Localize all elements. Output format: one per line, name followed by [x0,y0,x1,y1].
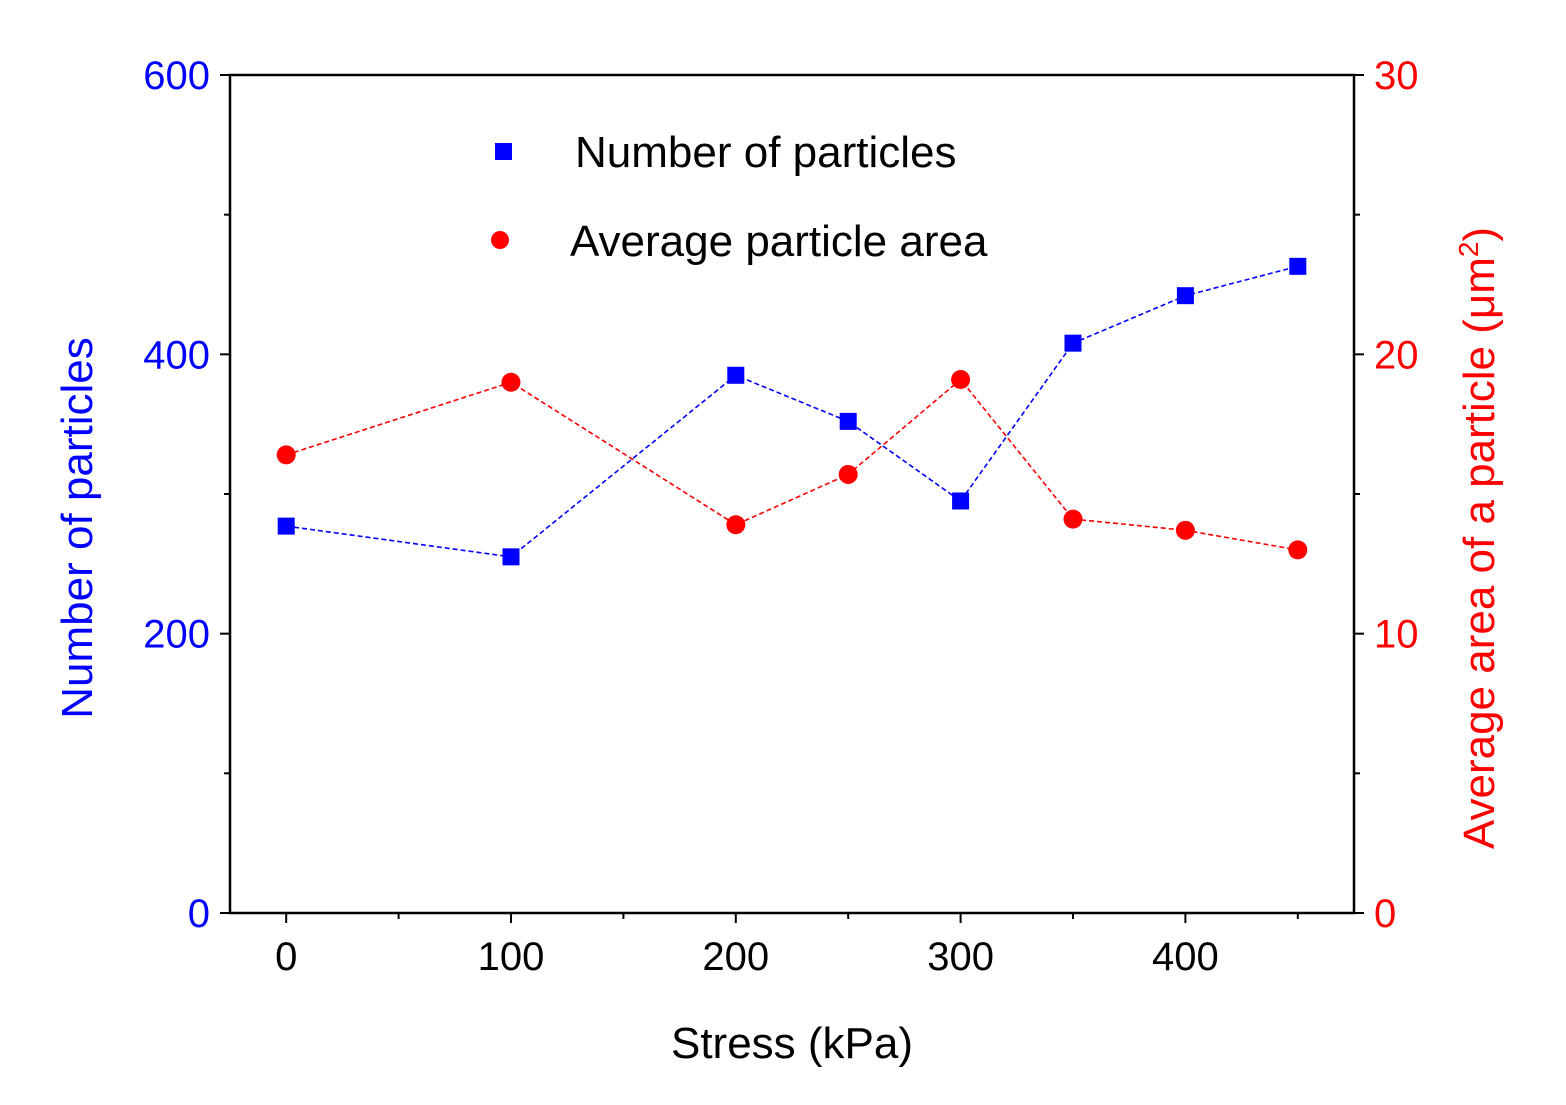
y-right-axis-title-close: ) [1455,227,1504,242]
data-point-number-of-particles [1289,257,1307,275]
data-point-average-particle-area [276,445,296,465]
series-line-average-particle-area [285,378,1298,551]
data-point-number-of-particles [502,548,520,566]
y-left-tick-label: 600 [143,54,210,98]
y-right-tick-label: 10 [1374,613,1419,657]
y-right-axis-title: Average area of a particle (μm2) [1453,227,1504,849]
x-axis-title: Stress (kPa) [671,1019,913,1068]
legend-marker-average-particle-area [491,231,509,249]
x-tick-label: 100 [478,935,545,979]
data-point-average-particle-area [951,369,971,389]
y-right-tick-label: 30 [1374,54,1419,98]
x-tick-label: 300 [927,935,994,979]
data-point-number-of-particles [952,492,970,510]
y-left-axis-title: Number of particles [53,337,102,718]
y-left-tick-label: 400 [143,333,210,377]
x-tick-label: 0 [275,935,297,979]
data-point-average-particle-area [1063,509,1083,529]
y-right-axis-title-superscript: 2 [1453,242,1484,258]
y-left-tick-label: 0 [188,892,210,936]
data-point-number-of-particles [727,366,745,384]
ticks-layer: 0 100 200 300 400 0 200 400 600 0 10 20 30 [143,54,1418,979]
plot-frame [228,73,1356,915]
data-point-average-particle-area [838,464,858,484]
data-point-number-of-particles [1176,287,1194,305]
data-point-number-of-particles [277,517,295,535]
y-right-tick-label: 0 [1374,892,1396,936]
data-point-average-particle-area [1175,520,1195,540]
data-point-average-particle-area [1288,540,1308,560]
y-right-axis-title-main: Average area of a particle (μm [1455,257,1504,849]
data-point-average-particle-area [726,515,746,535]
series-layer [276,257,1308,566]
legend-label-average-particle-area: Average particle area [570,217,988,266]
legend-marker-number-of-particles [495,143,512,160]
legend-label-number-of-particles: Number of particles [575,128,956,177]
data-point-number-of-particles [1064,334,1082,352]
series-line-number-of-particles [286,265,1299,558]
y-right-tick-label: 20 [1374,333,1419,377]
x-tick-label: 400 [1152,935,1219,979]
x-tick-label: 200 [702,935,769,979]
legend: Number of particles Average particle are… [491,128,988,266]
y-left-tick-label: 200 [143,613,210,657]
data-point-number-of-particles [839,412,857,430]
data-point-average-particle-area [501,372,521,392]
